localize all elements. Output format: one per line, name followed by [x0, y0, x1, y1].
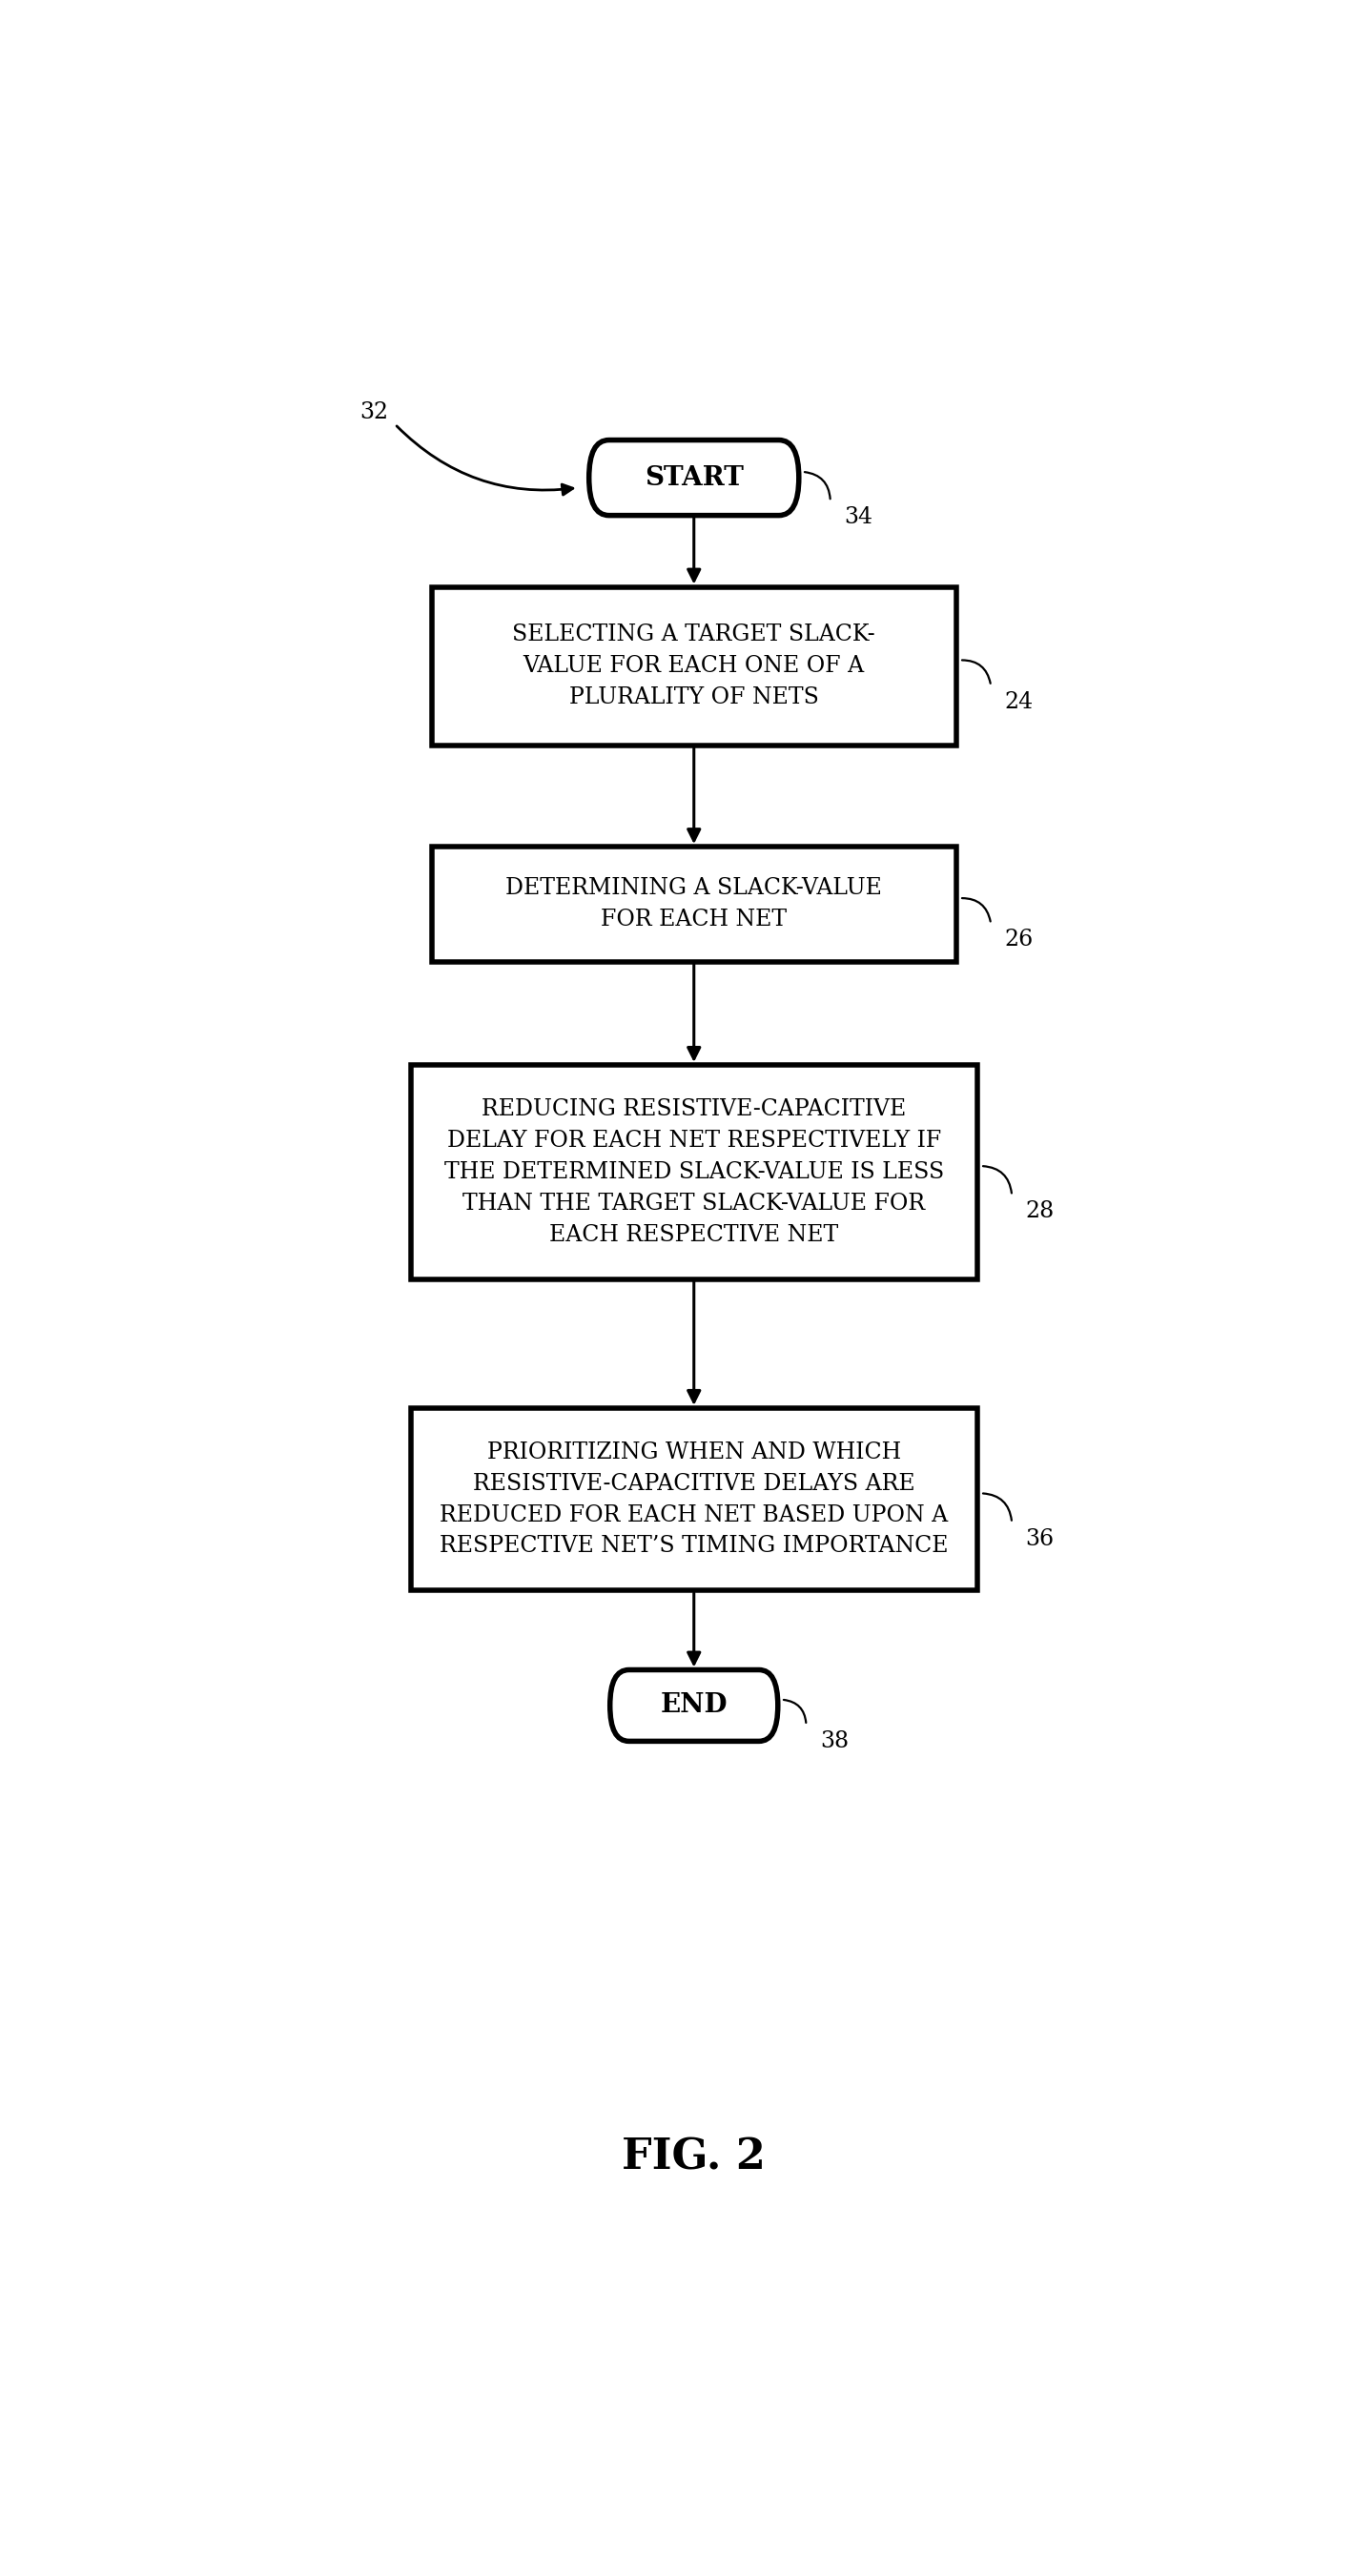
Text: REDUCING RESISTIVE-CAPACITIVE
DELAY FOR EACH NET RESPECTIVELY IF
THE DETERMINED : REDUCING RESISTIVE-CAPACITIVE DELAY FOR … [444, 1097, 944, 1247]
Text: START: START [645, 464, 743, 489]
Bar [432, 848, 956, 961]
Text: 26: 26 [1005, 930, 1033, 951]
Text: 36: 36 [1025, 1528, 1055, 1551]
Text: FIG. 2: FIG. 2 [621, 2138, 766, 2179]
Text: PRIORITIZING WHEN AND WHICH
RESISTIVE-CAPACITIVE DELAYS ARE
REDUCED FOR EACH NET: PRIORITIZING WHEN AND WHICH RESISTIVE-CA… [440, 1440, 948, 1558]
FancyBboxPatch shape [589, 440, 799, 515]
Text: END: END [661, 1692, 727, 1718]
Text: 34: 34 [844, 507, 873, 528]
Text: 32: 32 [360, 402, 389, 422]
Text: 38: 38 [821, 1731, 849, 1752]
Bar [410, 1064, 978, 1280]
Text: 28: 28 [1025, 1200, 1055, 1224]
Text: SELECTING A TARGET SLACK-
VALUE FOR EACH ONE OF A
PLURALITY OF NETS: SELECTING A TARGET SLACK- VALUE FOR EACH… [512, 623, 876, 708]
Text: 24: 24 [1005, 690, 1033, 714]
Text: DETERMINING A SLACK-VALUE
FOR EACH NET: DETERMINING A SLACK-VALUE FOR EACH NET [505, 878, 883, 930]
Bar [432, 587, 956, 744]
Bar [410, 1409, 978, 1589]
FancyBboxPatch shape [611, 1669, 777, 1741]
